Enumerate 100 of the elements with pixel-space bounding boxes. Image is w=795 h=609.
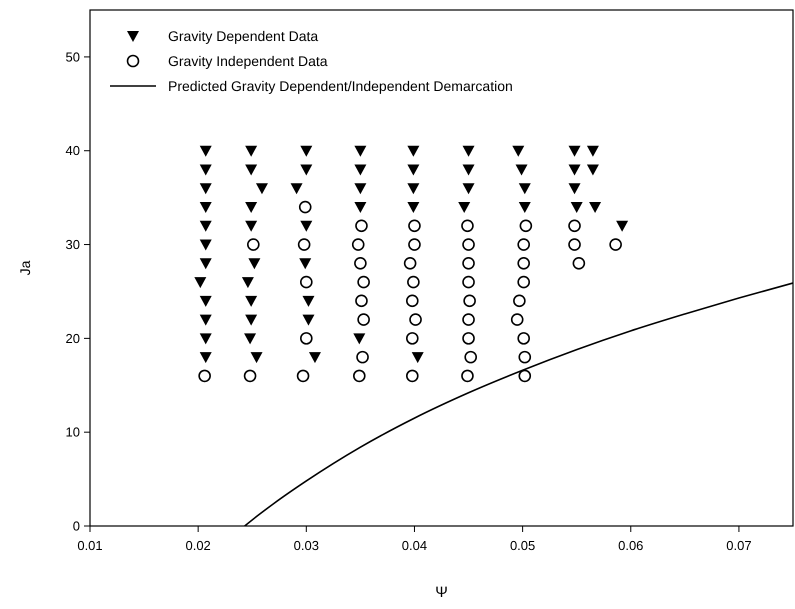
point [353,333,366,344]
point [518,183,531,194]
point [462,332,475,345]
x-tick-label: 0.01 [77,538,103,553]
point [518,202,531,214]
point [352,238,365,251]
point [407,183,420,194]
point [408,219,421,232]
point [568,164,581,176]
point [407,202,420,214]
point [245,296,258,307]
point [298,200,312,214]
point [200,333,212,344]
point [245,220,258,232]
point [357,276,370,288]
point [245,146,258,157]
point [616,220,628,232]
point [250,352,263,364]
point [300,146,312,157]
point [586,164,599,176]
x-tick-label: 0.03 [294,538,319,553]
point [404,257,416,270]
legend-label: Predicted Gravity Dependent/Independent Demarcation [168,78,513,94]
point [245,202,258,214]
point [300,220,312,232]
point [512,146,524,157]
x-axis-title: Ψ [435,584,448,601]
point [409,313,422,326]
point [586,146,599,157]
point [518,370,532,382]
point [572,257,586,270]
point [462,313,475,326]
point [355,219,368,232]
point [200,183,212,194]
point [407,164,420,176]
point [200,352,212,364]
point [354,257,367,270]
point [248,258,260,270]
x-tick-label: 0.02 [186,538,211,553]
point [406,294,419,308]
point [244,333,256,344]
x-tick-label: 0.07 [726,538,752,553]
point [245,164,258,176]
point [356,350,369,364]
point [244,370,256,382]
point [463,294,476,308]
x-tick-label: 0.04 [402,538,428,553]
point [298,238,310,251]
y-tick-label: 40 [66,143,80,158]
point [290,183,303,194]
point [245,314,258,326]
point [570,202,583,214]
point [518,350,532,364]
legend-label: Gravity Dependent Data [168,28,318,44]
point [200,202,212,214]
point [354,183,366,194]
point [568,219,581,232]
point [302,296,314,307]
point [242,277,254,288]
point [407,146,420,157]
point [200,314,212,326]
point [517,257,530,270]
point [513,294,526,308]
point [408,238,421,251]
point [299,258,312,270]
point [510,313,524,326]
point [200,240,212,251]
point [300,276,313,288]
point [194,277,206,288]
point [296,370,310,382]
point [407,276,420,288]
point [568,238,581,251]
y-tick-label: 10 [66,424,80,440]
point [517,238,530,251]
point [412,352,424,364]
point [406,332,419,345]
point [609,238,622,251]
point [462,238,475,251]
y-axis-title: Ja [17,260,33,276]
point [198,370,211,382]
point [200,258,212,270]
point [462,146,475,157]
point [355,294,368,308]
point [462,183,475,194]
point [300,332,313,345]
point [247,238,260,251]
point [461,370,474,382]
point [302,314,314,326]
point [568,183,581,194]
point [517,276,530,288]
x-tick-label: 0.05 [510,538,536,553]
point [464,350,477,364]
legend-label: Gravity Independent Data [168,53,328,69]
y-tick-label: 20 [66,330,80,346]
point [200,220,212,232]
point [354,202,366,214]
point [354,164,366,176]
x-tick-label: 0.06 [618,538,644,553]
point [406,370,419,382]
point [461,219,474,232]
